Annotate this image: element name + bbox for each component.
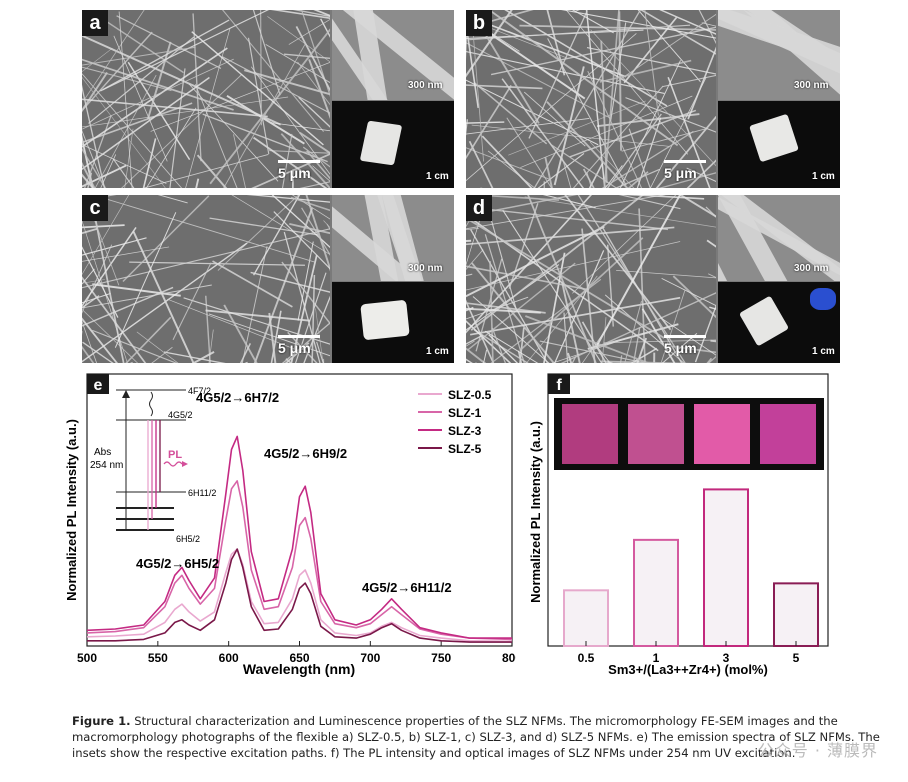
sem-inset-c: 300 nm (332, 195, 454, 281)
plot-frame (86, 373, 513, 647)
legend-label: SLZ-1 (448, 406, 482, 420)
x-tick-label: 550 (148, 651, 168, 665)
panel-c: c 5 μm 300 nm 1 cm (82, 195, 454, 363)
photo-inset-c: 1 cm (332, 282, 454, 363)
chart-f-pl-intensity-bars: f 0.5 1 3 5 Sm3+/(La3++Zr4+) (mol%) Normali… (528, 373, 829, 677)
scale-bar-main: 5 μm (664, 160, 706, 181)
series-line-SLZ-1 (86, 480, 513, 641)
pl-wave (163, 461, 183, 467)
y-axis-label: Normalized PL Intensity (a.u.) (528, 421, 543, 603)
sem-inset-a: 300 nm (332, 10, 454, 100)
chart-e-emission-spectra: e 500550600650700750800 Wavelength (nm) … (64, 373, 516, 677)
scale-bar-photo: 1 cm (812, 171, 835, 182)
scale-bar-main: 5 μm (278, 160, 320, 181)
panel-label: f (556, 377, 562, 394)
caption-text: Structural characterization and Luminesc… (72, 714, 880, 760)
abs-wavelength: 254 nm (90, 460, 123, 471)
series-line-SLZ-3 (86, 435, 512, 639)
level-4G52: 4G5/2 (168, 410, 193, 420)
panel-a: a 5 μm 300 nm 1 cm (82, 10, 454, 188)
scale-bar-photo: 1 cm (426, 346, 449, 357)
panel-label-box (87, 374, 109, 394)
x-tick-label: 800 (502, 651, 516, 665)
pl-label: PL (168, 449, 182, 461)
x-tick-label: 750 (431, 651, 451, 665)
x-tick-label: 500 (77, 651, 97, 665)
relax-wave (149, 391, 153, 417)
legend-label: SLZ-5 (448, 442, 482, 456)
x-tick-label: 1 (653, 651, 660, 665)
peak-annotation-1: 4G5/2→6H5/2 (136, 556, 219, 571)
sample-photo (562, 404, 618, 464)
level-6H112: 6H11/2 (188, 488, 216, 498)
sem-image-c (82, 195, 330, 363)
x-tick-label: 700 (360, 651, 380, 665)
figure-label: Figure 1. (72, 714, 131, 728)
series-line-SLZ-0.5 (86, 548, 513, 643)
panel-b: b 5 μm 300 nm 1 cm (466, 10, 840, 188)
sample-photo (760, 404, 816, 464)
level-4F72: 4F7/2 (188, 386, 211, 396)
peak-annotation-2: 4G5/2→6H7/2 (196, 390, 279, 405)
bar-5 (773, 582, 819, 647)
photo-inset-a: 1 cm (332, 101, 454, 188)
y-axis-label: Normalized PL Intensity (a.u.) (64, 419, 79, 601)
panel-label: b (466, 10, 492, 36)
scale-bar-inset: 300 nm (408, 80, 443, 91)
figure-caption: Figure 1. Structural characterization an… (72, 713, 892, 761)
panel-label: e (94, 377, 103, 394)
scale-bar-inset: 300 nm (794, 80, 829, 91)
x-tick-label: 600 (219, 651, 239, 665)
peak-annotation-3: 4G5/2→6H9/2 (264, 446, 347, 461)
scale-bar-photo: 1 cm (812, 346, 835, 357)
photo-inset-b: 1 cm (718, 101, 840, 188)
level-6H52: 6H5/2 (176, 534, 200, 544)
bar-1 (633, 538, 679, 647)
panel-label: a (82, 10, 108, 36)
x-tick-label: 5 (793, 651, 800, 665)
sample-photo (694, 404, 750, 464)
series-line-SLZ-5 (87, 548, 512, 643)
sem-inset-b: 300 nm (718, 10, 840, 100)
abs-label: Abs (94, 447, 111, 458)
panel-label: c (82, 195, 108, 221)
sample-photo (628, 404, 684, 464)
energy-level-diagram: Abs 254 nm PL 4F7/2 4G5/2 6H11/2 6H5/2 (90, 386, 216, 544)
bar-0.5 (563, 589, 609, 648)
panel-label-box (548, 374, 570, 394)
x-tick-label: 0.5 (578, 651, 595, 665)
sem-image-b (466, 10, 716, 188)
sem-image-a (82, 10, 330, 188)
watermark: 公众号 · 薄膜界 (757, 741, 878, 760)
bar-3 (703, 488, 749, 648)
x-axis-label: Sm3+/(La3++Zr4+) (mol%) (608, 662, 768, 677)
photo-inset-d: 1 cm (718, 282, 840, 363)
scale-bar-inset: 300 nm (408, 263, 443, 274)
x-tick-label: 650 (289, 651, 309, 665)
legend-label: SLZ-3 (448, 424, 482, 438)
sem-inset-d: 300 nm (718, 195, 840, 281)
scale-bar-main: 5 μm (664, 335, 706, 356)
scale-bar-inset: 300 nm (794, 263, 829, 274)
scale-bar-main: 5 μm (278, 335, 320, 356)
scale-bar-photo: 1 cm (426, 171, 449, 182)
x-tick-label: 3 (723, 651, 730, 665)
panel-d: d 5 μm 300 nm 1 cm (466, 195, 840, 363)
x-axis-label: Wavelength (nm) (243, 661, 355, 677)
legend-label: SLZ-0.5 (448, 388, 492, 402)
panel-label: d (466, 195, 492, 221)
peak-annotation-4: 4G5/2→6H11/2 (362, 580, 452, 595)
